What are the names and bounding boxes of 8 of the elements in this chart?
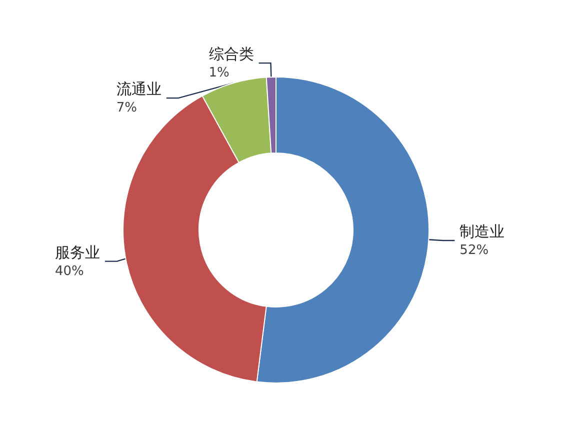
slice-label: 流通业	[116, 80, 162, 98]
data-label: 40%	[54, 264, 84, 279]
slice-label: 服务业	[54, 243, 100, 262]
data-label: 52%	[460, 242, 489, 258]
slice-label: 制造业	[460, 222, 505, 240]
data-label: 1%	[208, 66, 230, 81]
data-label: 7%	[116, 100, 137, 116]
slice-label: 综合类	[208, 45, 254, 64]
